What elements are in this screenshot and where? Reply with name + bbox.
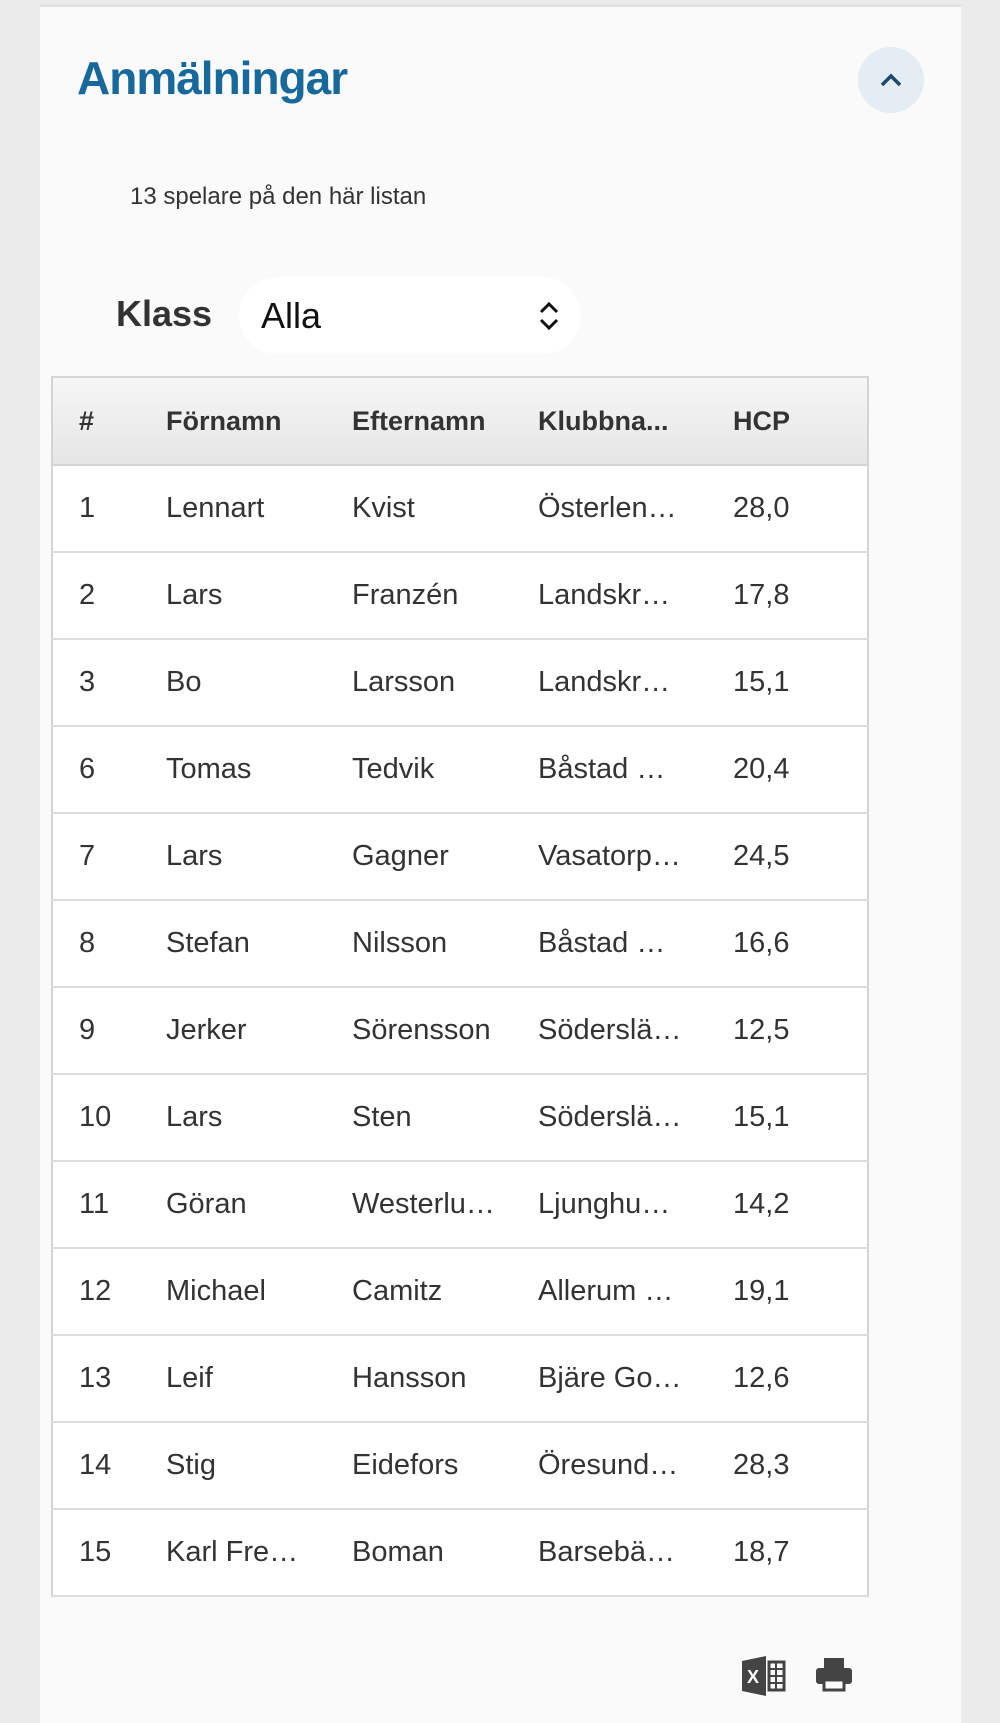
cell-last-name: Larsson (352, 639, 538, 727)
cell-club-name: Bjäre Go… (538, 1335, 733, 1423)
column-header-first-name[interactable]: Förnamn (166, 377, 352, 466)
cell-hcp: 20,4 (733, 726, 868, 814)
cell-last-name: Nilsson (352, 900, 538, 988)
cell-hcp: 16,6 (733, 900, 868, 988)
table-row[interactable]: 10 Lars Sten Söderslä… 15,1 (52, 1074, 868, 1162)
cell-number: 3 (52, 639, 166, 727)
export-actions: X (742, 1656, 852, 1701)
cell-first-name: Michael (166, 1248, 352, 1336)
svg-text:X: X (747, 1667, 759, 1687)
cell-last-name: Camitz (352, 1248, 538, 1336)
cell-first-name: Karl Fre… (166, 1509, 352, 1597)
cell-hcp: 14,2 (733, 1161, 868, 1249)
cell-number: 15 (52, 1509, 166, 1597)
cell-hcp: 28,0 (733, 465, 868, 553)
class-select-value: Alla (261, 295, 322, 336)
select-updown-icon (539, 301, 559, 331)
cell-first-name: Stefan (166, 900, 352, 988)
table-row[interactable]: 3 Bo Larsson Landskr… 15,1 (52, 639, 868, 727)
cell-club-name: Vasatorp… (538, 813, 733, 901)
cell-club-name: Barsebä… (538, 1509, 733, 1597)
table-row[interactable]: 12 Michael Camitz Allerum … 19,1 (52, 1248, 868, 1336)
cell-first-name: Leif (166, 1335, 352, 1423)
cell-last-name: Tedvik (352, 726, 538, 814)
collapse-toggle-button[interactable] (858, 47, 924, 113)
cell-hcp: 12,6 (733, 1335, 868, 1423)
cell-last-name: Sörensson (352, 987, 538, 1075)
cell-hcp: 19,1 (733, 1248, 868, 1336)
cell-hcp: 28,3 (733, 1422, 868, 1510)
table-row[interactable]: 1 Lennart Kvist Österlen… 28,0 (52, 465, 868, 553)
cell-number: 1 (52, 465, 166, 553)
cell-number: 10 (52, 1074, 166, 1162)
cell-last-name: Eidefors (352, 1422, 538, 1510)
cell-hcp: 12,5 (733, 987, 868, 1075)
cell-number: 9 (52, 987, 166, 1075)
cell-number: 2 (52, 552, 166, 640)
table-row[interactable]: 13 Leif Hansson Bjäre Go… 12,6 (52, 1335, 868, 1423)
cell-hcp: 17,8 (733, 552, 868, 640)
cell-club-name: Öresund… (538, 1422, 733, 1510)
cell-first-name: Tomas (166, 726, 352, 814)
page-title: Anmälningar (77, 52, 348, 104)
column-header-hcp[interactable]: HCP (733, 377, 868, 466)
cell-first-name: Bo (166, 639, 352, 727)
cell-club-name: Landskr… (538, 639, 733, 727)
cell-number: 8 (52, 900, 166, 988)
excel-export-icon[interactable]: X (742, 1656, 786, 1701)
cell-hcp: 24,5 (733, 813, 868, 901)
cell-first-name: Lars (166, 1074, 352, 1162)
chevron-up-icon (880, 73, 902, 87)
class-select[interactable]: Alla (239, 277, 581, 354)
column-header-number[interactable]: # (52, 377, 166, 466)
table-row[interactable]: 8 Stefan Nilsson Båstad … 16,6 (52, 900, 868, 988)
table-row[interactable]: 11 Göran Westerlu… Ljunghu… 14,2 (52, 1161, 868, 1249)
column-header-club-name[interactable]: Klubbna... (538, 377, 733, 466)
cell-first-name: Lars (166, 813, 352, 901)
cell-club-name: Båstad … (538, 900, 733, 988)
cell-hcp: 15,1 (733, 639, 868, 727)
cell-last-name: Sten (352, 1074, 538, 1162)
table-header-row: # Förnamn Efternamn Klubbna... HCP (52, 377, 868, 466)
cell-club-name: Allerum … (538, 1248, 733, 1336)
cell-last-name: Kvist (352, 465, 538, 553)
cell-club-name: Österlen… (538, 465, 733, 553)
cell-hcp: 18,7 (733, 1509, 868, 1597)
cell-number: 11 (52, 1161, 166, 1249)
cell-hcp: 15,1 (733, 1074, 868, 1162)
cell-last-name: Boman (352, 1509, 538, 1597)
table-row[interactable]: 15 Karl Fre… Boman Barsebä… 18,7 (52, 1509, 868, 1597)
cell-number: 7 (52, 813, 166, 901)
cell-club-name: Landskr… (538, 552, 733, 640)
print-icon[interactable] (816, 1656, 852, 1701)
table-row[interactable]: 7 Lars Gagner Vasatorp… 24,5 (52, 813, 868, 901)
table-row[interactable]: 6 Tomas Tedvik Båstad … 20,4 (52, 726, 868, 814)
cell-first-name: Lennart (166, 465, 352, 553)
table-row[interactable]: 2 Lars Franzén Landskr… 17,8 (52, 552, 868, 640)
cell-club-name: Söderslä… (538, 987, 733, 1075)
cell-first-name: Jerker (166, 987, 352, 1075)
cell-first-name: Lars (166, 552, 352, 640)
cell-first-name: Göran (166, 1161, 352, 1249)
cell-last-name: Gagner (352, 813, 538, 901)
player-count: 13 spelare på den här listan (130, 183, 427, 210)
column-header-last-name[interactable]: Efternamn (352, 377, 538, 466)
cell-last-name: Hansson (352, 1335, 538, 1423)
cell-club-name: Båstad … (538, 726, 733, 814)
class-filter-label: Klass (116, 293, 213, 334)
cell-first-name: Stig (166, 1422, 352, 1510)
cell-club-name: Ljunghu… (538, 1161, 733, 1249)
table-row[interactable]: 9 Jerker Sörensson Söderslä… 12,5 (52, 987, 868, 1075)
cell-number: 12 (52, 1248, 166, 1336)
cell-club-name: Söderslä… (538, 1074, 733, 1162)
cell-number: 13 (52, 1335, 166, 1423)
registrations-table: # Förnamn Efternamn Klubbna... HCP 1 Lennart K… (51, 376, 869, 1597)
cell-number: 6 (52, 726, 166, 814)
cell-last-name: Westerlu… (352, 1161, 538, 1249)
cell-number: 14 (52, 1422, 166, 1510)
table-row[interactable]: 14 Stig Eidefors Öresund… 28,3 (52, 1422, 868, 1510)
cell-last-name: Franzén (352, 552, 538, 640)
